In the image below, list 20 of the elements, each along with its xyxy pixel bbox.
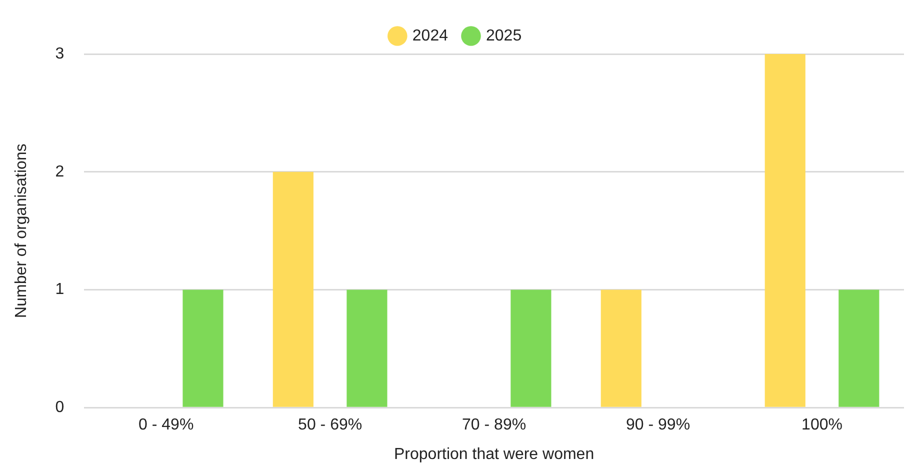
bar — [510, 290, 552, 407]
bar — [764, 54, 806, 407]
bar — [600, 290, 642, 407]
legend-label: 2025 — [486, 27, 522, 44]
x-tick-label: 90 - 99% — [626, 416, 690, 434]
y-axis-title: Number of organisations — [13, 144, 30, 318]
bar — [272, 172, 314, 407]
y-tick-label: 0 — [55, 399, 64, 416]
bar — [838, 290, 880, 407]
x-tick-label: 50 - 69% — [298, 416, 362, 434]
x-tick-label: 0 - 49% — [138, 416, 194, 434]
x-tick-label: 100% — [802, 416, 842, 434]
y-tick-label: 1 — [55, 281, 64, 298]
legend-label: 2024 — [412, 27, 448, 44]
x-axis-title: Proportion that were women — [394, 446, 594, 463]
bar — [346, 290, 388, 407]
bar — [182, 290, 224, 407]
x-tick-label: 70 - 89% — [462, 416, 526, 434]
y-tick-label: 3 — [55, 45, 64, 62]
y-tick-label: 2 — [55, 163, 64, 180]
